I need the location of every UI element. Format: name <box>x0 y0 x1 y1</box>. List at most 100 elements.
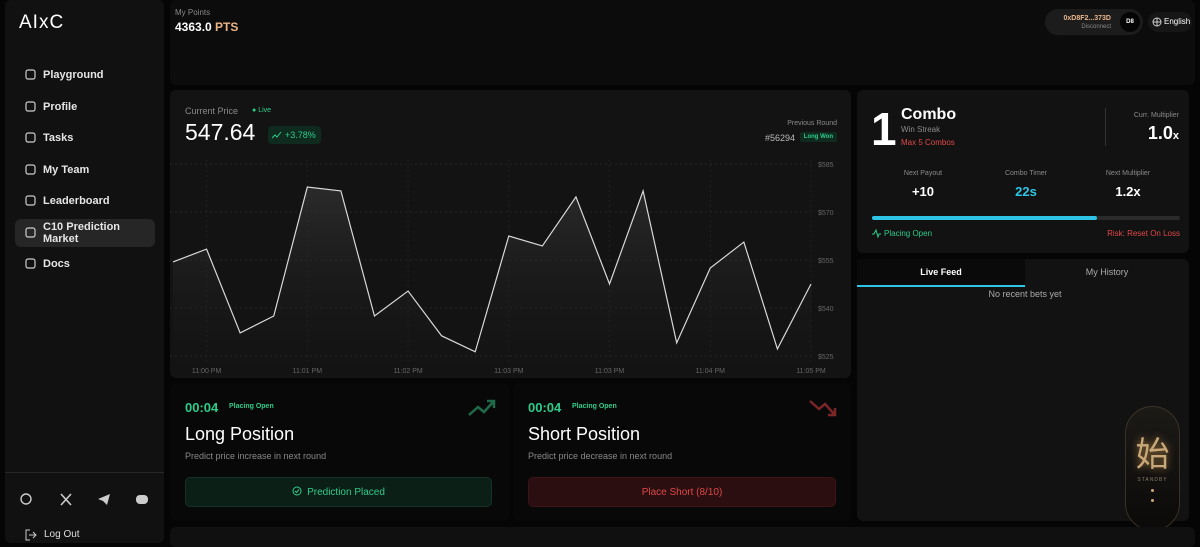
stat-label: Combo Timer <box>1004 170 1047 177</box>
stat-label: Next Multiplier <box>1105 170 1151 177</box>
multiplier-unit: x <box>1172 130 1179 142</box>
combo-limit: Max 5 Combos <box>901 138 955 147</box>
live-label: Live <box>258 107 272 114</box>
nav-item[interactable]: Tasks <box>15 124 155 152</box>
standby-widget[interactable]: 始 STANDBY <box>1125 406 1180 531</box>
nav-item[interactable]: Profile <box>15 93 155 121</box>
change-badge: +3.78% <box>268 126 321 144</box>
points-label: My Points <box>175 8 211 17</box>
language-label: English <box>1164 17 1191 26</box>
divider <box>5 472 164 473</box>
stat-value: +10 <box>911 184 935 199</box>
y-tick-label: $525 <box>818 354 834 361</box>
x-tick-label: 11:01 PM <box>293 368 323 375</box>
wallet-pill[interactable]: 0xD8F2...373D Disconnect D8 <box>1045 9 1143 35</box>
x-tick-label: 11:00 PM <box>192 368 222 375</box>
nav-label: Tasks <box>43 132 74 144</box>
footer-panel <box>170 527 1195 547</box>
position-title: Short Position <box>528 424 641 444</box>
nav-label: Profile <box>43 101 78 113</box>
wallet-address: 0xD8F2...373D <box>1063 15 1111 22</box>
points: 4363.0 PTS <box>175 20 238 34</box>
x-tick-label: 11:02 PM <box>393 368 423 375</box>
description: Predict price decrease in next round <box>528 451 673 461</box>
trend-icon <box>809 399 837 417</box>
nav-item-active[interactable]: C10 Prediction Market <box>15 219 155 247</box>
standby-label: STANDBY <box>1137 477 1168 483</box>
multiplier: 1.0x <box>1148 123 1179 144</box>
nav-label: My Team <box>43 164 90 176</box>
price-chart: $585 $570 $555 $540 $525 11:00 PM 11:01 PM 11:0… <box>170 160 834 375</box>
logout[interactable]: Log Out <box>25 529 80 541</box>
x-tick-label: 11:04 PM <box>696 368 726 375</box>
header: My Points 4363.0 PTS 0xD8F2...373D Disco… <box>170 0 1195 85</box>
risk: Risk: Reset On Loss <box>1107 229 1180 238</box>
social-icons <box>20 493 148 506</box>
live-status: ● Live <box>252 107 272 114</box>
position-button[interactable]: Prediction Placed <box>185 477 492 507</box>
price-panel: Current Price ● Live 547.64 +3.78% Previ… <box>170 90 851 378</box>
position-button[interactable]: Place Short (8/10) <box>528 477 836 507</box>
web-icon[interactable] <box>20 493 32 505</box>
multiplier-label: Curr. Multiplier <box>1133 112 1179 119</box>
nav-item[interactable]: My Team <box>15 156 155 184</box>
combo-subtitle: Win Streak <box>901 125 941 134</box>
discord-icon[interactable] <box>136 495 148 504</box>
y-tick-label: $540 <box>818 306 834 313</box>
points-value: 4363.0 <box>175 20 212 34</box>
trend-icon <box>468 399 496 417</box>
combo-count: 1 <box>871 103 897 155</box>
change: +3.78% <box>285 130 316 140</box>
empty-feed: No recent bets yet <box>988 289 1062 299</box>
price-label: Current Price <box>185 106 239 116</box>
x-icon[interactable] <box>60 493 72 506</box>
placing-label: Placing Open <box>884 229 933 238</box>
y-tick-label: $555 <box>818 258 834 265</box>
feed-panel: Live Feed My History No recent bets yet … <box>857 259 1189 531</box>
dot <box>1151 499 1154 502</box>
price-line <box>172 186 812 353</box>
position-card: 00:04 Placing Open Short Position Predict p… <box>513 383 851 521</box>
position-title: Long Position <box>185 424 295 444</box>
placing-status: Placing Open <box>872 229 932 238</box>
multiplier-value: 1.0 <box>1147 123 1173 143</box>
timer-progress <box>872 216 1097 220</box>
telegram-icon[interactable] <box>98 494 110 505</box>
nav-label: Playground <box>43 69 104 81</box>
nav-label: Leaderboard <box>43 195 110 207</box>
avatar: D8 <box>1120 12 1140 32</box>
points-unit: PTS <box>215 20 239 34</box>
previous-result: Long Won <box>799 132 837 142</box>
previous-id: #56294 <box>764 133 795 143</box>
description: Predict price increase in next round <box>185 451 327 461</box>
y-tick-label: $570 <box>818 210 834 217</box>
nav-item[interactable]: Playground <box>15 61 155 89</box>
sidebar: AIxC Log Out <box>5 0 164 543</box>
logout-label: Log Out <box>44 529 80 540</box>
dot <box>1151 489 1154 492</box>
stat-value: 22s <box>1015 184 1037 199</box>
timer-track <box>872 216 1180 220</box>
timer: 00:04 <box>185 400 219 415</box>
price-value: 547.64 <box>185 119 256 145</box>
previous-label: Previous Round <box>787 120 837 127</box>
tab[interactable]: My History <box>1085 267 1129 277</box>
stat-value: 1.2x <box>1115 184 1141 199</box>
combo-panel: 1 Combo Win Streak Max 5 Combos Curr. Mu… <box>857 90 1189 253</box>
position-card: 00:04 Placing Open Long Position Predict pr… <box>170 383 510 521</box>
x-tick-label: 11:03 PM <box>595 368 625 375</box>
button-label: Place Short (8/10) <box>641 487 723 498</box>
tab-active[interactable]: Live Feed <box>857 259 1025 287</box>
standby-char: 始 <box>1135 436 1170 474</box>
disconnect[interactable]: Disconnect <box>1081 24 1111 30</box>
logo[interactable]: AIxC <box>19 12 65 33</box>
language[interactable]: English <box>1148 12 1192 32</box>
nav-item[interactable]: Docs <box>15 250 155 278</box>
stat-label: Next Payout <box>903 170 943 177</box>
nav-label: C10 Prediction Market <box>43 221 121 245</box>
nav-item[interactable]: Leaderboard <box>15 187 155 215</box>
status: Placing Open <box>572 403 617 410</box>
status: Placing Open <box>229 403 274 410</box>
y-tick-label: $585 <box>818 162 834 169</box>
